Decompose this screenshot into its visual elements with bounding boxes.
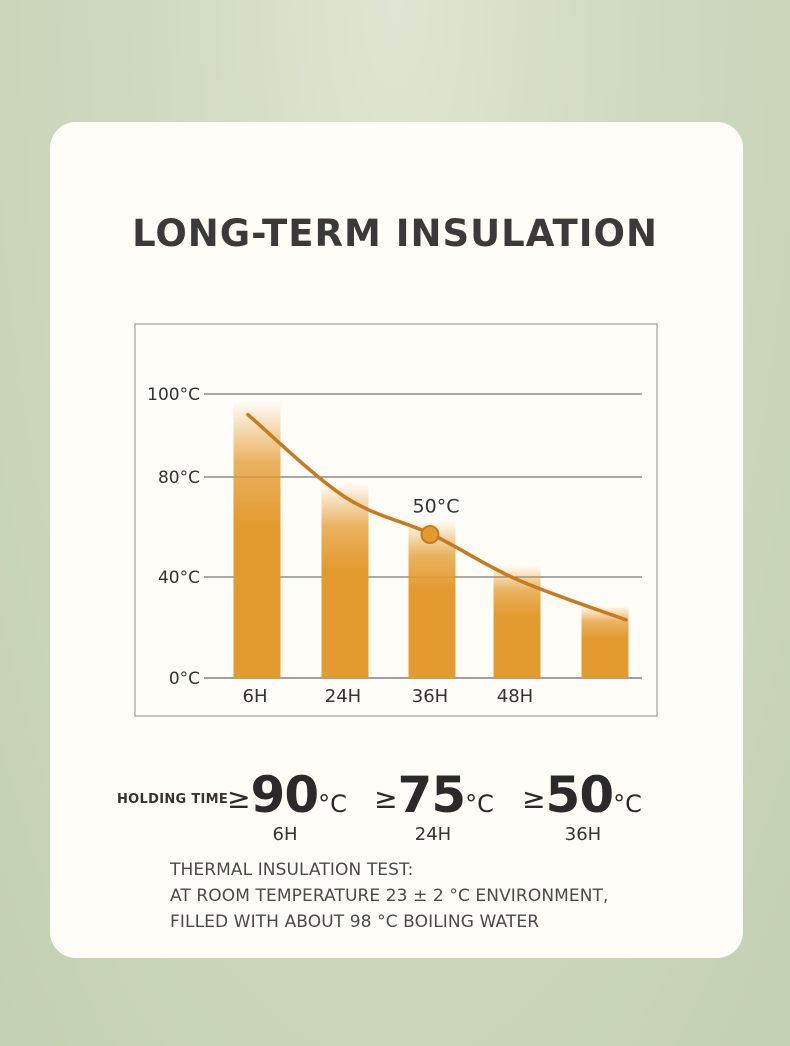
note-line-3: FILLED WITH ABOUT 98 °C BOILING WATER [170,912,540,932]
page-title: LONG-TERM INSULATION [132,212,658,255]
holding-time-2: 24H [414,824,452,845]
axis-labels: 0°C 40°C 80°C 100°C 6H 24H 36H 48H 50°C [147,385,533,707]
holding-time-label: HOLDING TIME [117,792,229,807]
ge-symbol: ≥ [522,782,546,815]
x-tick-label: 24H [325,686,361,707]
holding-stat-3: ≥50°C [507,766,657,824]
holding-value: 75 [397,766,467,824]
bar [408,520,456,678]
x-tick-label: 36H [412,686,448,707]
holding-unit: °C [465,790,494,818]
x-tick-label: 6H [243,686,268,707]
holding-time-3: 36H [564,824,602,845]
note-line-1: THERMAL INSULATION TEST: [170,860,414,880]
highlight-point [420,525,440,544]
ge-symbol: ≥ [374,782,398,815]
holding-unit: °C [318,790,347,818]
highlight-label: 50°C [413,496,460,518]
holding-stat-1: ≥90°C [212,766,362,824]
x-tick-label: 48H [497,686,533,707]
holding-value: 50 [545,766,615,824]
holding-time-1: 6H [272,824,298,845]
bars [233,400,629,678]
bar [321,483,369,678]
y-tick-label: 100°C [147,385,200,405]
holding-stat-2: ≥75°C [359,766,509,824]
note-line-2: AT ROOM TEMPERATURE 23 ± 2 °C ENVIRONMEN… [170,886,609,906]
y-tick-label: 0°C [169,669,200,689]
trend-curve [246,413,628,622]
holding-unit: °C [613,790,642,818]
y-tick-label: 40°C [158,568,200,588]
bar [493,565,541,678]
ge-symbol: ≥ [227,782,251,815]
y-tick-label: 80°C [158,468,200,488]
bar [233,400,281,678]
holding-value: 90 [250,766,320,824]
